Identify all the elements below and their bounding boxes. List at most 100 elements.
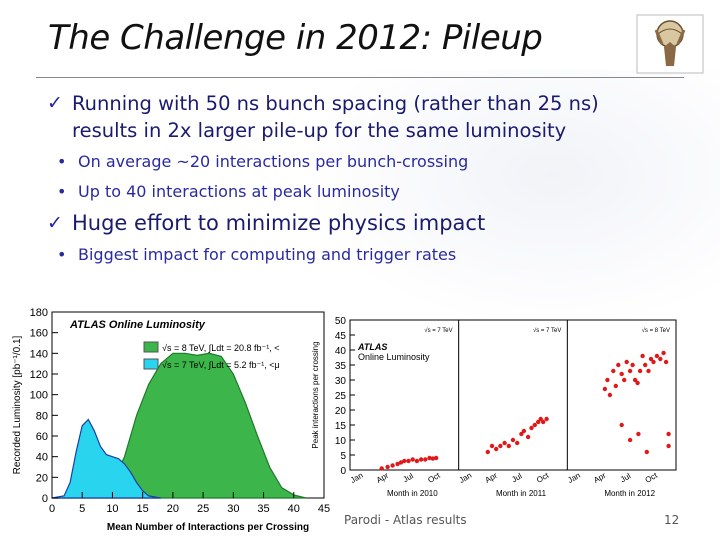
data-point: [538, 416, 543, 422]
data-point: [654, 353, 660, 359]
title-divider: [36, 77, 684, 78]
panel-energy-label: √s = 8 TeV: [642, 327, 670, 334]
y-tick-label: 5: [340, 451, 346, 462]
data-point: [506, 443, 511, 449]
x-tick-label: 30: [227, 503, 239, 515]
y-tick-label: 0: [42, 493, 48, 505]
legend-label-1: √s = 7 TeV, ∫Ldt = 5.2 fb⁻¹, <μ: [162, 360, 280, 370]
data-point: [498, 443, 503, 449]
data-point: [627, 437, 633, 443]
atlas-logo: [636, 14, 704, 74]
data-point: [544, 416, 549, 422]
y-tick-label: 140: [30, 348, 48, 360]
y-tick-label: 120: [30, 369, 48, 381]
x-axis-label: Mean Number of Interactions per Crossing: [107, 522, 309, 533]
x-tick-label: 20: [167, 503, 179, 515]
data-point: [635, 380, 640, 386]
data-point: [648, 356, 654, 362]
data-point: [644, 449, 649, 455]
x-tick-label: 15: [137, 503, 149, 515]
y-tick-label: 40: [36, 452, 48, 464]
data-point: [398, 460, 404, 465]
data-point: [651, 359, 656, 365]
data-point: [602, 386, 608, 392]
data-point: [502, 440, 507, 446]
bullet-dot-icon: •: [57, 152, 67, 171]
y-tick-label: 45: [335, 331, 347, 342]
month-tick-label: Jan: [349, 471, 365, 485]
data-point: [619, 422, 624, 428]
data-point: [622, 377, 627, 383]
check-icon: ✓: [47, 92, 63, 114]
y-tick-label: 40: [335, 346, 347, 357]
data-point: [624, 359, 629, 365]
data-point: [643, 362, 648, 368]
y-tick-label: 50: [335, 316, 347, 327]
x-tick-label: 40: [288, 503, 300, 515]
data-point: [632, 377, 638, 383]
y-tick-label: 30: [335, 376, 347, 387]
y-tick-label: 25: [335, 391, 347, 402]
data-point: [519, 431, 524, 437]
data-point: [430, 456, 436, 461]
month-tick-label: Oct: [426, 470, 442, 484]
data-point: [541, 419, 546, 425]
panel-energy-label: √s = 7 TeV: [533, 327, 561, 334]
data-point: [390, 463, 395, 468]
data-point: [510, 437, 516, 443]
bullet-2: ✓ Huge effort to minimize physics impact: [47, 210, 485, 237]
y-tick-label: 80: [36, 410, 48, 422]
data-point: [658, 356, 663, 362]
peak-interactions-chart: 0 5 10 15 20 25 30 35 40 45 50 Peak interactions pe…: [311, 316, 677, 498]
bullet-1-line-1: Running with 50 ns bunch spacing (rather…: [72, 92, 599, 115]
y-tick-label: 15: [335, 421, 347, 432]
bullet-1-line-2: results in 2x larger pile-up for the sam…: [72, 119, 567, 142]
data-point: [406, 458, 411, 464]
y-tick-label: 10: [335, 436, 347, 447]
data-point: [402, 458, 407, 464]
y-tick-label: 0: [340, 466, 346, 477]
data-point: [525, 434, 531, 440]
data-point: [613, 383, 618, 389]
month-tick-label: Apr: [375, 471, 391, 485]
data-point: [619, 371, 624, 377]
y-tick-label: 180: [30, 307, 48, 319]
sub-bullet-1: • On average ~20 interactions per bunch-…: [57, 152, 469, 171]
data-point: [636, 431, 641, 437]
month-tick-label: Oct: [644, 470, 660, 484]
data-point: [414, 458, 420, 464]
x-tick-label: 45: [318, 503, 330, 515]
data-point: [529, 425, 534, 431]
data-point: [515, 440, 520, 446]
data-point: [532, 422, 537, 428]
month-tick-label: Oct: [535, 470, 551, 484]
slide-title: The Challenge in 2012: Pileup: [48, 18, 543, 58]
x-tick-label: 10: [106, 503, 118, 515]
data-point: [663, 359, 669, 365]
data-point: [485, 449, 490, 455]
month-tick-label: Jan: [566, 471, 582, 485]
y-tick-label: 60: [36, 431, 48, 443]
x-tick-label: 5: [79, 503, 85, 515]
data-point: [385, 464, 390, 470]
data-point: [637, 368, 643, 374]
month-tick-label: Jan: [458, 471, 474, 485]
sub-bullet-3: • Biggest impact for computing and trigg…: [57, 245, 457, 264]
data-point: [605, 377, 610, 383]
legend-swatch-1: [143, 358, 159, 370]
check-icon: ✓: [47, 212, 63, 234]
bullet-dot-icon: •: [57, 182, 67, 201]
data-point: [646, 368, 651, 374]
x-tick-label: 0: [49, 503, 55, 515]
background-watermark: [300, 70, 720, 330]
month-tick-label: Jul: [510, 471, 524, 484]
data-point: [379, 466, 384, 471]
data-point: [666, 431, 671, 437]
data-point: [434, 455, 439, 461]
data-point: [640, 353, 645, 359]
x-tick-label: 35: [257, 503, 269, 515]
data-point: [521, 428, 527, 434]
panel-x-label: Month in 2011: [496, 489, 547, 498]
chart-title: Online Luminosity: [358, 352, 430, 362]
month-tick-label: Apr: [592, 471, 608, 485]
